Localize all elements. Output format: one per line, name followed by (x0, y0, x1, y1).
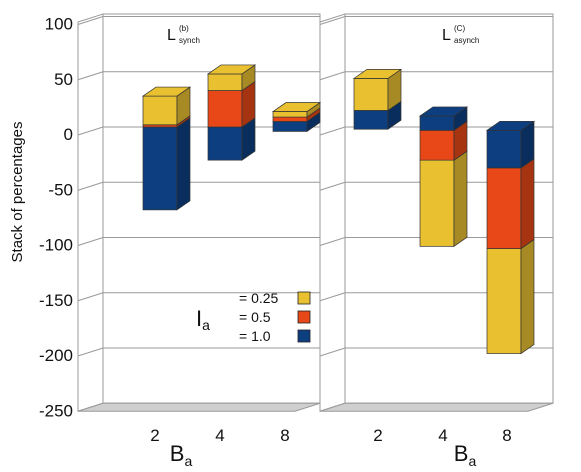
panel-title-right: L (C) asynch (442, 24, 479, 45)
x-tick-labels: 2 4 8 2 4 8 (150, 426, 511, 445)
bar-segment-1.0 (419, 115, 455, 131)
bar-segment-0.25 (142, 95, 178, 126)
x-axis-label-sub: a (468, 453, 476, 469)
bar-segment-0.25 (207, 73, 243, 91)
bar-segment-side (520, 158, 535, 250)
gridline (319, 126, 346, 136)
gridline (77, 126, 104, 136)
gridline (319, 292, 346, 302)
svg-text:Ba: Ba (454, 441, 477, 469)
bar-segment-side (453, 150, 468, 248)
y-tick-label: 0 (64, 125, 73, 144)
panel-floor (77, 402, 321, 412)
x-axis-label-sub: a (184, 453, 192, 469)
legend-entry-label: = 0.25 (239, 290, 279, 306)
panel-title-left: L (b) synch (167, 24, 200, 45)
gridline (77, 181, 104, 191)
bar-segment-1.0 (486, 129, 522, 169)
bar-segment-top (418, 106, 469, 117)
panel-floor (319, 402, 554, 412)
legend: Ia = 0.25 = 0.5 = 1.0 (196, 290, 311, 344)
bar-stacks (141, 64, 536, 355)
gridline (77, 16, 104, 25)
panel-title-sup: (C) (454, 24, 465, 33)
bar-segment-0.5 (272, 116, 308, 122)
panel-walls (77, 13, 554, 412)
bar-segment-1.0 (353, 110, 389, 130)
x-axis-label-right: Ba (454, 441, 477, 469)
gridline (319, 237, 346, 246)
y-axis-label: Stack of percentages (9, 122, 26, 263)
bar-segment-0.25 (486, 248, 522, 354)
bar-segment-0.25 (272, 111, 308, 118)
x-tick-label: 8 (502, 426, 511, 445)
panel-title-main: L (167, 27, 176, 44)
legend-entry-label: = 1.0 (239, 328, 271, 344)
bar-segment-0.5 (486, 167, 522, 249)
bar-segment-1.0 (142, 126, 178, 211)
bar-segment-side (176, 117, 191, 211)
gridline (77, 347, 104, 357)
bar-segment-0.25 (419, 159, 455, 247)
bar-segment-top (271, 102, 322, 112)
gridline (319, 16, 346, 25)
y-tick-label: -200 (39, 346, 73, 365)
gridline (319, 347, 346, 357)
panel-title-sub: synch (179, 36, 200, 45)
gridline (77, 237, 104, 246)
bar-segment-top (352, 69, 403, 79)
x-axis-label-left: Ba (170, 441, 193, 469)
legend-symbol-sub: a (202, 317, 210, 333)
bar-segment-1.0 (207, 126, 243, 161)
bar-stack-2 (141, 86, 192, 211)
legend-symbol-main: I (196, 306, 202, 331)
x-tick-label: 2 (150, 426, 159, 445)
panel-title-main: L (442, 27, 451, 44)
bar-segment-0.5 (419, 129, 455, 161)
bar-stack-2 (352, 68, 403, 130)
legend-entry-label: = 0.5 (239, 309, 271, 325)
gridline (319, 71, 346, 81)
bar-segment-top (206, 64, 257, 75)
y-tick-label: -150 (39, 291, 73, 310)
y-tick-labels: 100 50 0 -50 -100 -150 -200 -250 (39, 15, 73, 421)
panel-floors (77, 402, 554, 412)
x-tick-label: 4 (215, 426, 224, 445)
bar-segment-top (141, 86, 192, 97)
y-tick-label: -250 (39, 401, 73, 420)
legend-swatch-1.0 (297, 329, 311, 343)
gridline (77, 292, 104, 302)
y-tick-label: -50 (48, 180, 73, 199)
bar-stack-4 (418, 106, 469, 248)
gridline (319, 181, 346, 191)
x-tick-label: 4 (438, 426, 447, 445)
panel-title-sub: asynch (454, 36, 479, 45)
bar-segment-1.0 (272, 121, 308, 132)
panel-title-sup: (b) (179, 24, 189, 33)
x-axis-label-main: B (454, 441, 469, 466)
bar-segment-0.25 (353, 78, 389, 111)
bar-stack-8 (485, 120, 536, 355)
bar-segment-top (485, 120, 536, 131)
bar-stack-8 (271, 101, 322, 133)
x-axis-label-main: B (170, 441, 185, 466)
y-tick-label: -100 (39, 236, 73, 255)
bar-stack-4 (206, 64, 257, 161)
gridline (77, 71, 104, 81)
svg-text:Ba: Ba (170, 441, 193, 469)
x-tick-label: 2 (373, 426, 382, 445)
legend-symbol: Ia (196, 306, 210, 333)
bar-segment-side (520, 238, 535, 355)
x-tick-label: 8 (280, 426, 289, 445)
y-tick-label: 50 (54, 70, 73, 89)
y-tick-label: 100 (45, 15, 73, 34)
legend-swatch-0.25 (297, 291, 311, 305)
bar-segment-0.5 (207, 90, 243, 128)
legend-swatch-0.5 (297, 310, 311, 324)
